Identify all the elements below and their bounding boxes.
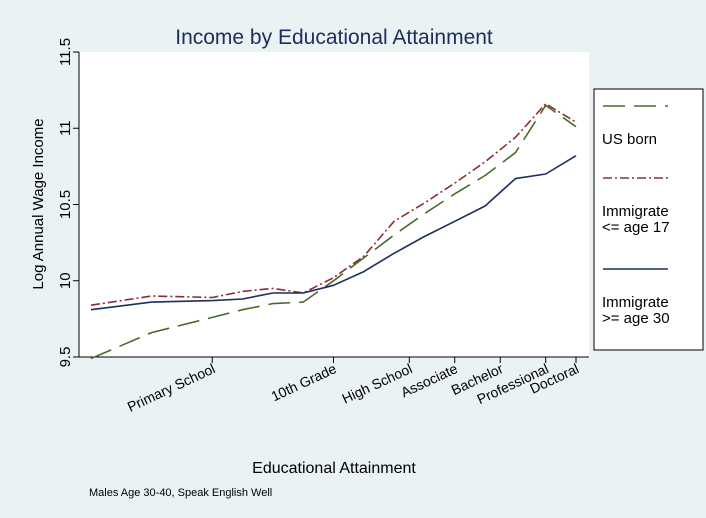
series-line-3 — [90, 155, 577, 311]
legend-label-3: Immigrate >= age 30 — [602, 294, 670, 327]
series-line-1 — [90, 104, 577, 360]
legend-label-1: US born — [602, 131, 657, 148]
y-tick-label: 10 — [57, 272, 74, 289]
plot-region-background — [79, 52, 589, 357]
x-axis-label: Educational Attainment — [252, 460, 416, 477]
y-tick-label: 10.5 — [57, 190, 74, 219]
x-tick-label: Primary School — [125, 360, 218, 415]
chart-title: Income by Educational Attainment — [175, 26, 493, 49]
x-tick-label: 10th Grade — [269, 360, 339, 404]
legend-label-2: Immigrate <= age 17 — [602, 203, 670, 236]
chart-note: Males Age 30-40, Speak English Well — [89, 487, 272, 499]
series-line-2 — [90, 103, 577, 306]
y-tick-label: 9.5 — [57, 347, 74, 368]
legend-box — [593, 88, 704, 351]
y-tick-label: 11 — [57, 120, 74, 136]
y-axis-label: Log Annual Wage Income — [30, 118, 47, 289]
y-tick-label: 11.5 — [57, 38, 74, 66]
